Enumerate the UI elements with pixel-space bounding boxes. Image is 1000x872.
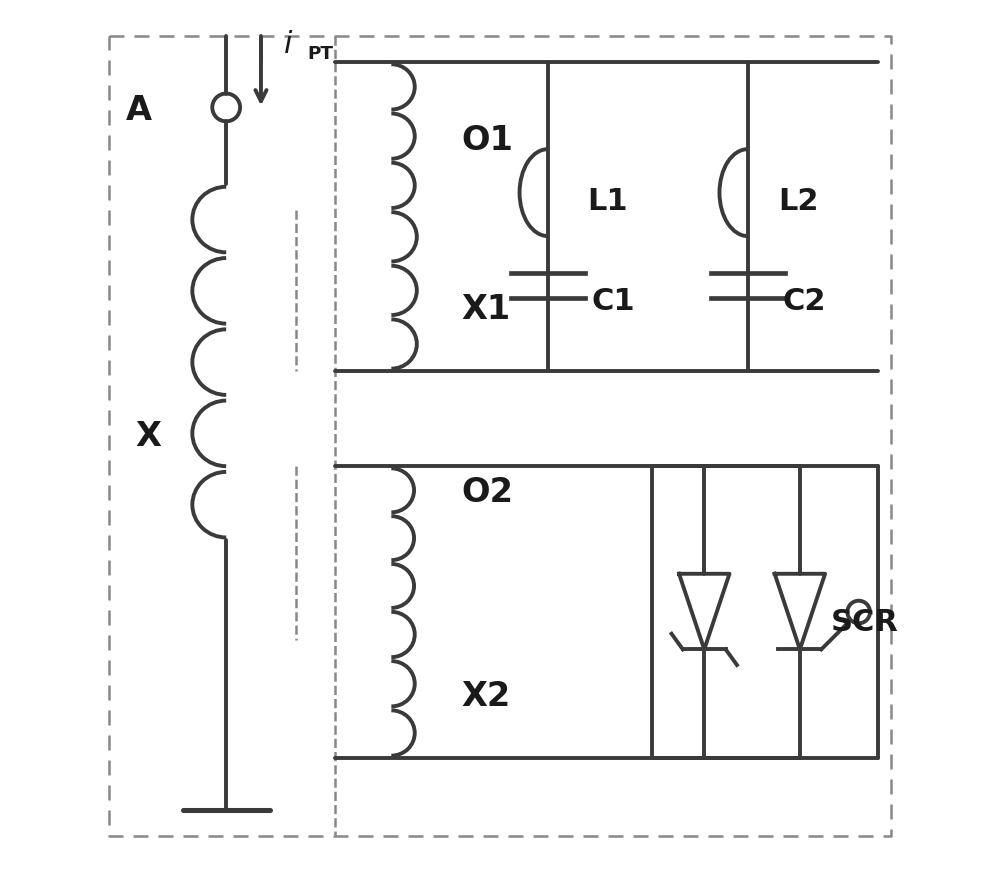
Text: SCR: SCR bbox=[830, 609, 898, 637]
Text: X2: X2 bbox=[461, 680, 510, 713]
Text: O2: O2 bbox=[461, 476, 513, 509]
Text: C1: C1 bbox=[591, 287, 635, 316]
Text: O1: O1 bbox=[461, 124, 513, 157]
Text: X: X bbox=[135, 419, 161, 453]
Text: C2: C2 bbox=[782, 287, 826, 316]
Text: X1: X1 bbox=[461, 294, 510, 326]
Text: L1: L1 bbox=[587, 187, 628, 215]
Text: PT: PT bbox=[307, 44, 333, 63]
Text: L2: L2 bbox=[778, 187, 819, 215]
Text: $i$: $i$ bbox=[283, 31, 293, 59]
Text: A: A bbox=[126, 93, 152, 126]
